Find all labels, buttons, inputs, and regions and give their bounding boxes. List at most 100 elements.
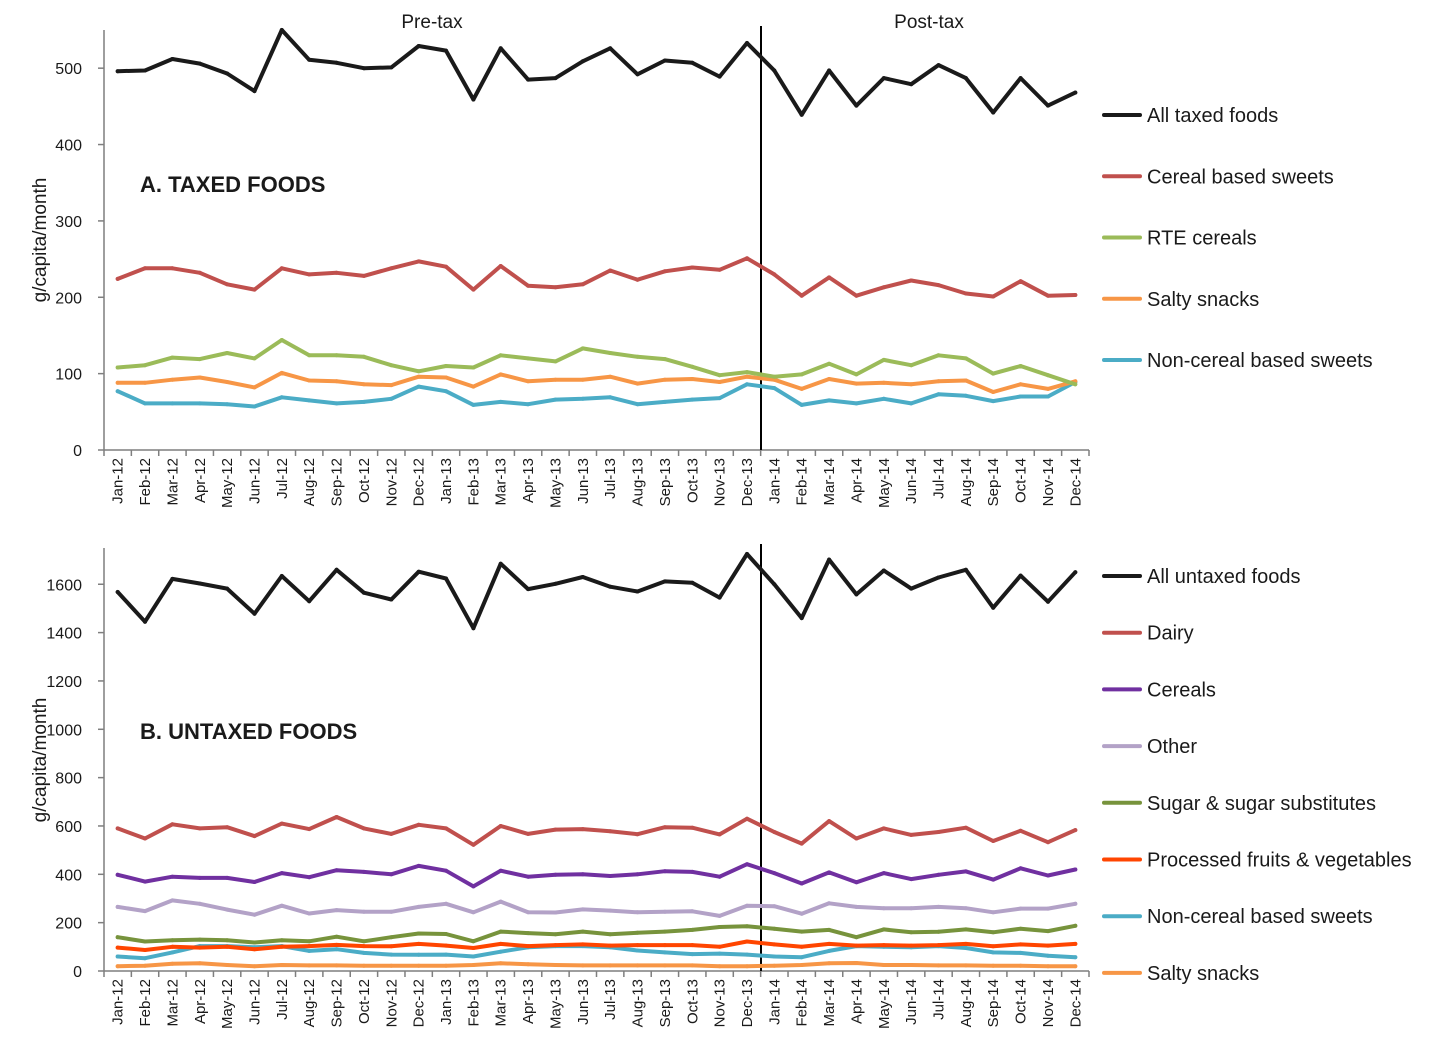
x-tick-label-jul-12: Jul-12 [274, 458, 291, 499]
data-point-cereal-based-sweets [662, 269, 667, 274]
data-point-salty-snacks [170, 961, 175, 966]
data-point-other [307, 911, 312, 916]
data-point-non-cereal-based-sweets [334, 947, 339, 952]
data-point-sugar-sugar-substitutes [635, 930, 640, 935]
data-point-other [1046, 906, 1050, 911]
data-point-sugar-sugar-substitutes [772, 926, 777, 931]
data-point-sugar-sugar-substitutes [498, 929, 503, 934]
data-point-non-cereal-based-sweets [389, 396, 394, 401]
data-point-processed-fruits-vegetables [279, 944, 284, 949]
x-tick-label-aug-14: Aug-14 [958, 458, 975, 506]
data-point-rte-cereals [1018, 364, 1023, 368]
data-point-cereals [854, 880, 859, 885]
series-line-all-untaxed-foods [115, 552, 1078, 631]
data-point-non-cereal-based-sweets [143, 956, 147, 961]
x-tick-label-jan-12: Jan-12 [110, 458, 127, 504]
data-point-cereal-based-sweets [252, 287, 257, 292]
data-point-other [444, 901, 448, 906]
data-point-sugar-sugar-substitutes [143, 939, 147, 944]
data-point-other [963, 906, 968, 911]
data-point-non-cereal-based-sweets [1018, 950, 1023, 955]
data-point-dairy [991, 839, 996, 843]
data-point-salty-snacks [909, 963, 914, 967]
data-point-non-cereal-based-sweets [498, 399, 503, 404]
data-point-all-taxed-foods [416, 44, 421, 48]
data-point-all-taxed-foods [526, 77, 531, 82]
data-point-other [854, 904, 859, 909]
data-point-all-untaxed-foods [963, 567, 968, 572]
data-point-salty-snacks [662, 377, 667, 382]
data-point-all-untaxed-foods [334, 567, 339, 572]
data-point-other [690, 909, 695, 914]
data-point-other [279, 903, 284, 908]
data-point-salty-snacks [115, 380, 120, 385]
data-point-rte-cereals [690, 364, 695, 369]
data-point-other [197, 901, 202, 906]
data-point-cereals [252, 880, 257, 884]
data-point-dairy [909, 832, 914, 837]
data-point-processed-fruits-vegetables [936, 943, 941, 948]
post-tax-label: Post-tax [894, 12, 964, 33]
data-point-salty-snacks [307, 378, 312, 383]
x-tick-label-dec-12: Dec-12 [411, 458, 428, 506]
data-point-salty-snacks [580, 377, 585, 382]
data-point-dairy [1046, 840, 1050, 845]
x-tick-label-oct-12: Oct-12 [356, 458, 373, 503]
data-point-salty-snacks [115, 964, 120, 969]
x-tick-label-aug-13: Aug-13 [630, 458, 647, 506]
x-tick-label-aug-14: Aug-14 [958, 979, 975, 1027]
data-point-cereals [553, 872, 558, 877]
data-point-rte-cereals [772, 374, 777, 379]
data-point-cereal-based-sweets [361, 273, 366, 278]
data-point-salty-snacks [225, 963, 230, 967]
data-point-sugar-sugar-substitutes [745, 924, 749, 929]
data-point-rte-cereals [1046, 373, 1050, 378]
data-point-salty-snacks [936, 379, 941, 384]
series-line-cereals [115, 862, 1078, 889]
data-point-non-cereal-based-sweets [745, 952, 749, 957]
data-point-other [471, 910, 476, 915]
data-point-rte-cereals [115, 365, 120, 370]
data-point-all-taxed-foods [471, 97, 476, 102]
x-tick-label-feb-12: Feb-12 [137, 458, 154, 506]
data-point-all-untaxed-foods [197, 581, 202, 586]
data-point-other [608, 908, 613, 913]
data-point-sugar-sugar-substitutes [1018, 926, 1023, 931]
data-point-salty-snacks [444, 375, 448, 380]
x-tick-label-mar-14: Mar-14 [821, 458, 838, 506]
data-point-non-cereal-based-sweets [526, 402, 531, 407]
data-point-all-taxed-foods [799, 112, 804, 117]
data-point-processed-fruits-vegetables [799, 944, 804, 949]
data-point-processed-fruits-vegetables [827, 941, 832, 946]
data-point-dairy [827, 819, 832, 824]
series-line-sugar-sugar-substitutes [115, 923, 1078, 945]
x-tick-label-jan-14: Jan-14 [766, 458, 783, 504]
data-point-processed-fruits-vegetables [498, 941, 503, 946]
data-point-cereals [662, 869, 667, 874]
data-point-sugar-sugar-substitutes [416, 931, 421, 936]
data-point-all-untaxed-foods [279, 574, 284, 578]
data-point-rte-cereals [471, 365, 476, 370]
x-tick-label-oct-14: Oct-14 [1013, 979, 1030, 1024]
data-point-processed-fruits-vegetables [717, 944, 722, 949]
data-point-salty-snacks [279, 963, 284, 967]
data-point-salty-snacks [225, 380, 230, 384]
data-point-sugar-sugar-substitutes [827, 927, 832, 932]
data-point-non-cereal-based-sweets [252, 404, 257, 409]
data-point-cereals [635, 872, 640, 877]
data-point-all-taxed-foods [662, 58, 667, 63]
data-point-processed-fruits-vegetables [143, 948, 147, 952]
data-point-salty-snacks [143, 380, 147, 385]
data-point-rte-cereals [553, 359, 558, 364]
data-point-sugar-sugar-substitutes [553, 932, 558, 937]
data-point-salty-snacks [772, 377, 777, 382]
data-point-sugar-sugar-substitutes [115, 935, 120, 940]
data-point-salty-snacks [608, 374, 613, 379]
x-tick-label-sep-13: Sep-13 [657, 458, 674, 506]
data-point-all-untaxed-foods [745, 552, 749, 556]
x-tick-label-may-14: May-14 [876, 979, 893, 1029]
data-point-non-cereal-based-sweets [389, 952, 394, 957]
data-point-all-untaxed-foods [225, 586, 230, 591]
data-point-sugar-sugar-substitutes [252, 940, 257, 945]
y-tick-label: 300 [55, 214, 82, 231]
